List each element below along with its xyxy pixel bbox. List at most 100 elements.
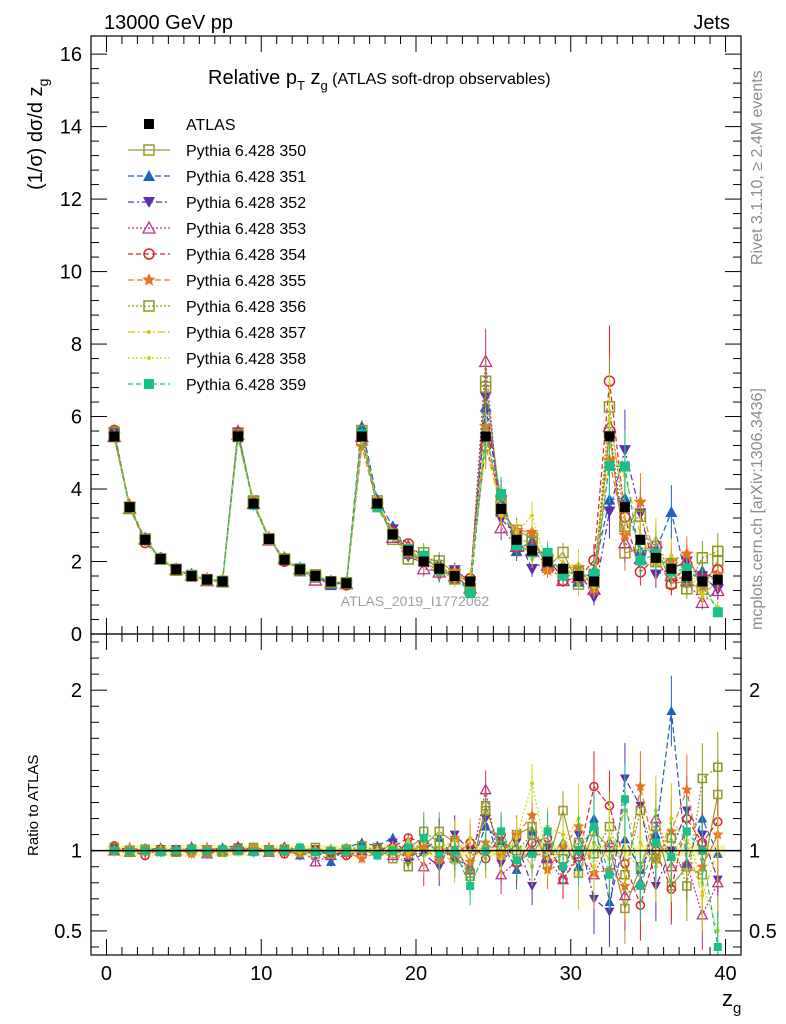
- atlas-data-point: [171, 564, 182, 575]
- atlas-data-point: [449, 571, 460, 582]
- legend-label: Pythia 6.428 358: [186, 351, 306, 368]
- atlas-data-point: [480, 431, 491, 442]
- series-359-ratio-point: [435, 849, 444, 858]
- series-353-point: [695, 595, 710, 609]
- atlas-data-point: [650, 552, 661, 563]
- atlas-data-point: [294, 564, 305, 575]
- atlas-data-point: [310, 571, 321, 582]
- series-359-ratio-point: [620, 795, 629, 804]
- series-359-ratio-point: [419, 833, 428, 842]
- series-359-ratio-line: [114, 799, 719, 948]
- series-358-ratio-point: [607, 835, 612, 840]
- atlas-data-point: [635, 534, 646, 545]
- x-tick-label: 0: [101, 963, 112, 985]
- ratio-y-tick-label: 2: [71, 680, 82, 702]
- series-359-ratio-point: [543, 827, 552, 836]
- legend-label: Pythia 6.428 350: [186, 143, 306, 160]
- legend-item-atlas: ATLAS: [144, 117, 236, 134]
- analysis-watermark: ATLAS_2019_I1772062: [341, 593, 490, 609]
- atlas-data-point: [697, 576, 708, 587]
- main-y-axis-label: (1/σ) dσ/d zg: [25, 79, 51, 190]
- ratio-y-axis-label: Ratio to ATLAS: [25, 755, 42, 856]
- series-359-ratio-point: [512, 856, 521, 865]
- series-359-point: [588, 568, 599, 579]
- series-359-ratio-point: [497, 827, 506, 836]
- series-359-ratio-point: [187, 845, 196, 854]
- series-356-ratio-point: [713, 762, 723, 772]
- series-356-point: [696, 552, 709, 564]
- series-358-ratio-point: [514, 835, 519, 840]
- series-351-point: [665, 506, 678, 518]
- series-356-ratio-point: [682, 881, 692, 891]
- series-355-point: [680, 547, 694, 560]
- series-359-ratio-point: [357, 845, 366, 854]
- series-359-point: [418, 550, 429, 561]
- atlas-data-point: [558, 563, 569, 574]
- series-353-point: [710, 583, 725, 597]
- series-351-ratio-point: [666, 706, 677, 716]
- series-358-ratio-point: [406, 839, 411, 844]
- series-355-ratio-point: [526, 809, 538, 821]
- legend-marker: [143, 197, 155, 208]
- legend-marker: [144, 379, 154, 389]
- legend-marker: [147, 330, 151, 334]
- series-353-point: [416, 561, 431, 575]
- series-359-point: [465, 588, 476, 599]
- series-359-ratio-point: [311, 848, 320, 857]
- series-359-line: [113, 434, 719, 613]
- legend-label: Pythia 6.428 352: [186, 195, 306, 212]
- series-355-point: [355, 439, 369, 452]
- atlas-data-point: [542, 556, 553, 567]
- series-351-ratio-point: [325, 856, 336, 866]
- ratio-panel: [91, 675, 741, 955]
- legend-item-357: Pythia 6.428 357: [128, 325, 306, 342]
- x-tick-label: 30: [560, 963, 582, 985]
- series-357-ratio-point: [669, 816, 674, 821]
- series-350-ratio-point: [558, 805, 568, 816]
- legend-item-353: Pythia 6.428 353: [128, 220, 306, 238]
- main-y-tick-label: 0: [71, 624, 82, 646]
- series-359-ratio-point: [373, 851, 382, 860]
- legend-marker: [143, 248, 155, 260]
- legend-label: Pythia 6.428 356: [186, 299, 306, 316]
- series-356-point: [712, 545, 724, 558]
- series-355-ratio-line: [114, 786, 719, 888]
- series-356-ratio-point: [403, 861, 414, 872]
- legend-marker: [143, 144, 155, 156]
- atlas-data-point: [341, 578, 352, 589]
- legend-atlas-label: ATLAS: [186, 117, 236, 134]
- series-351-ratio-line: [114, 710, 719, 903]
- ratio-y-tick-label: 0.5: [54, 921, 82, 943]
- legend-item-354: Pythia 6.428 354: [128, 247, 306, 264]
- legend-marker: [141, 220, 157, 234]
- series-359-ratio-point: [404, 843, 413, 852]
- ratio-y-tick-label: 1: [71, 841, 82, 863]
- legend-item-355: Pythia 6.428 355: [128, 273, 306, 290]
- main-y-tick-label: 6: [71, 407, 82, 429]
- series-358-ratio-point: [545, 856, 550, 861]
- atlas-data-point: [186, 571, 197, 582]
- series-359-ratio-point: [682, 827, 691, 836]
- legend-label: Pythia 6.428 355: [186, 273, 306, 290]
- series-352-line: [113, 396, 719, 599]
- atlas-data-point: [140, 534, 151, 545]
- atlas-data-point: [712, 574, 723, 585]
- series-359-ratio-point: [559, 862, 568, 871]
- atlas-data-point: [372, 498, 383, 509]
- series-359-ratio-point: [589, 822, 598, 831]
- main-y-tick-label: 12: [60, 189, 82, 211]
- legend-item-356: Pythia 6.428 356: [128, 299, 306, 316]
- main-y-tick-label: 14: [60, 117, 82, 139]
- atlas-data-point: [217, 576, 228, 587]
- series-356-point: [479, 381, 492, 393]
- series-359-ratio-point: [605, 870, 614, 879]
- series-353-ratio-point: [711, 876, 724, 888]
- series-354-ratio-point: [589, 781, 599, 792]
- atlas-data-point: [666, 563, 677, 574]
- series-359-point: [681, 564, 692, 575]
- x-tick-label: 20: [405, 963, 427, 985]
- series-355-ratio-point: [356, 852, 368, 864]
- legend-item-350: Pythia 6.428 350: [128, 143, 306, 160]
- series-358-point: [530, 513, 535, 518]
- atlas-data-point: [325, 576, 336, 587]
